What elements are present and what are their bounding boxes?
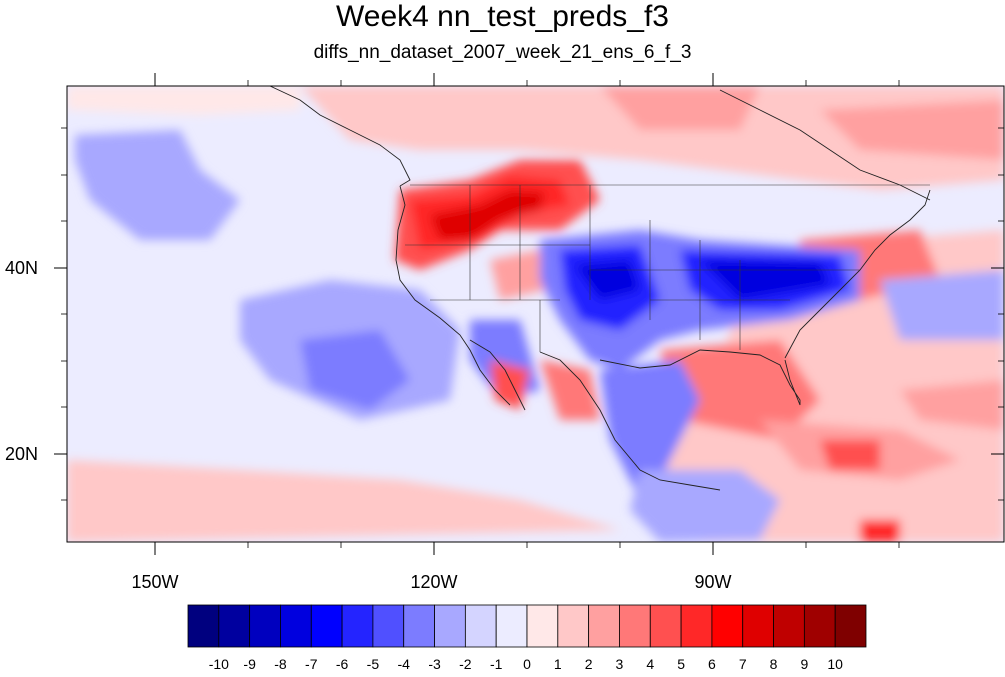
colorbar-label: 6 — [708, 656, 716, 672]
colorbar-label: -10 — [209, 656, 229, 672]
colorbar-swatch — [834, 604, 867, 648]
colorbar — [187, 604, 867, 648]
colorbar-swatch — [588, 604, 620, 648]
colorbar-labels: -10 -9 -8 -7 -6 -5 -4 -3 -2 -1 0 1 2 3 4 5 6 7 8 9 10 — [209, 656, 843, 672]
colorbar-swatch — [218, 604, 251, 648]
colorbar-swatch — [280, 604, 312, 648]
colorbar-swatch — [310, 604, 343, 648]
colorbar-label: -5 — [367, 656, 380, 672]
colorbar-label: 2 — [585, 656, 593, 672]
x-tick-label: 150W — [131, 572, 178, 592]
colorbar-label: 3 — [616, 656, 624, 672]
colorbar-swatch — [464, 604, 497, 648]
x-tick-label: 90W — [694, 572, 731, 592]
colorbar-label: 9 — [800, 656, 808, 672]
colorbar-label: -3 — [428, 656, 441, 672]
state-borders — [405, 184, 930, 352]
colorbar-label: 8 — [770, 656, 778, 672]
colorbar-swatch — [526, 604, 559, 648]
colorbar-swatch — [619, 604, 651, 648]
colorbar-label: 1 — [554, 656, 562, 672]
axis-ticks — [54, 73, 1004, 555]
colorbar-label: -6 — [336, 656, 349, 672]
map-subtitle: diffs_nn_dataset_2007_week_21_ens_6_f_3 — [313, 42, 692, 63]
heatmap-field — [67, 86, 1004, 542]
colorbar-swatch — [803, 604, 836, 648]
y-tick-label: 20N — [5, 444, 38, 464]
colorbar-label: 5 — [677, 656, 685, 672]
y-tick-label: 40N — [5, 258, 38, 278]
colorbar-label: -2 — [459, 656, 472, 672]
colorbar-label: 4 — [646, 656, 654, 672]
colorbar-swatch — [495, 604, 528, 648]
colorbar-label: -4 — [398, 656, 411, 672]
colorbar-swatch — [711, 604, 744, 648]
colorbar-swatch — [557, 604, 590, 648]
colorbar-swatch — [773, 604, 805, 648]
colorbar-swatch — [649, 604, 682, 648]
colorbar-label: -8 — [274, 656, 287, 672]
colorbar-swatch — [187, 604, 220, 648]
map-title: Week4 nn_test_preds_f3 — [335, 0, 669, 33]
colorbar-label: 7 — [739, 656, 747, 672]
colorbar-label: -9 — [243, 656, 256, 672]
colorbar-swatch — [742, 604, 774, 648]
colorbar-swatch — [434, 604, 466, 648]
colorbar-swatch — [249, 604, 281, 648]
colorbar-swatch — [680, 604, 713, 648]
colorbar-label: 10 — [827, 656, 843, 672]
colorbar-label: -1 — [490, 656, 503, 672]
coastline — [269, 86, 931, 491]
colorbar-swatch — [403, 604, 435, 648]
colorbar-swatch — [372, 604, 405, 648]
x-tick-label: 120W — [410, 572, 457, 592]
colorbar-label: -7 — [305, 656, 318, 672]
colorbar-swatch — [341, 604, 374, 648]
colorbar-label: 0 — [523, 656, 531, 672]
